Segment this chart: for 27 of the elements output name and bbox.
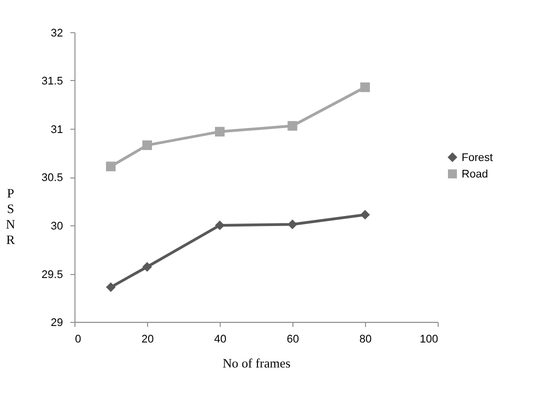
- point: [360, 210, 370, 220]
- y-tick-label: 29.5: [42, 268, 63, 281]
- x-tick-label: 60: [286, 334, 300, 346]
- y-tick-label: 31: [50, 124, 63, 136]
- y-tick-label: 29: [50, 317, 63, 330]
- point: [142, 262, 152, 272]
- x-tick-label: 20: [141, 334, 154, 346]
- point: [288, 220, 298, 230]
- legend-label: Forest: [462, 152, 493, 164]
- point: [106, 162, 116, 172]
- point: [142, 140, 152, 150]
- y-tick-label: 32: [50, 27, 63, 40]
- point: [106, 282, 116, 292]
- point: [214, 126, 225, 137]
- legend-label: Road: [462, 168, 488, 181]
- point: [360, 82, 370, 92]
- y-tick-label: 30.5: [42, 172, 63, 184]
- point: [288, 121, 298, 131]
- y-axis-title: PSNR: [6, 186, 16, 248]
- x-tick-label: 100: [420, 334, 438, 346]
- y-tick-label: 30: [50, 220, 63, 232]
- x-tick-label: 0: [74, 334, 82, 346]
- x-axis-title: No of frames: [222, 356, 290, 370]
- x-tick-label: 40: [214, 334, 226, 346]
- y-tick-label: 31.5: [42, 76, 63, 88]
- x-tick-label: 80: [359, 334, 372, 346]
- point: [214, 220, 225, 230]
